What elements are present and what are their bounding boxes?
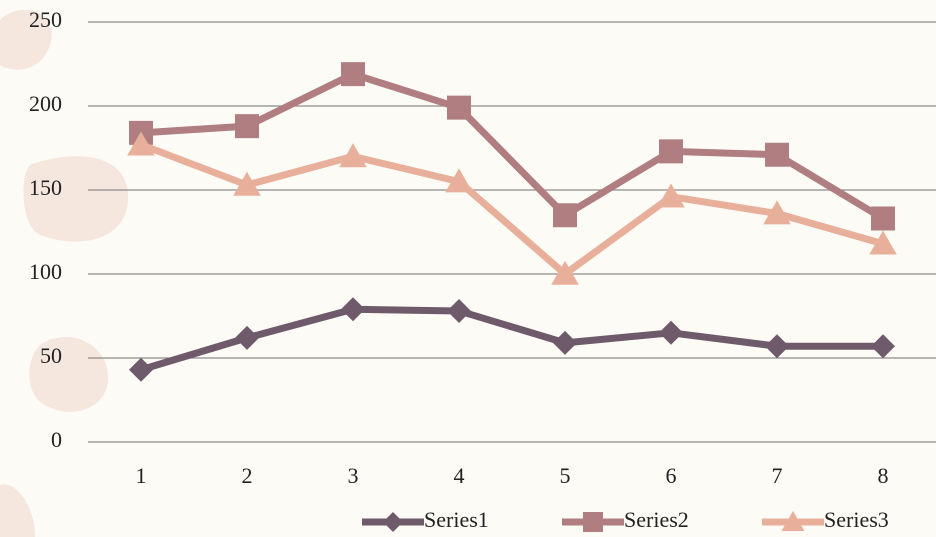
marker bbox=[341, 297, 365, 322]
x-tick-label: 5 bbox=[560, 463, 571, 488]
marker bbox=[235, 325, 259, 350]
x-tick-label: 7 bbox=[772, 463, 783, 488]
x-tick-label: 3 bbox=[348, 463, 359, 488]
x-tick-label: 8 bbox=[878, 463, 889, 488]
marker bbox=[765, 142, 789, 167]
marker bbox=[781, 511, 805, 531]
x-tick-label: 6 bbox=[666, 463, 677, 488]
y-tick-label: 200 bbox=[29, 91, 62, 116]
marker bbox=[553, 203, 577, 228]
marker bbox=[763, 200, 791, 225]
y-tick-label: 100 bbox=[29, 259, 62, 284]
y-tick-label: 50 bbox=[40, 343, 62, 368]
marker bbox=[659, 320, 683, 345]
marker bbox=[383, 512, 403, 532]
marker bbox=[129, 357, 153, 382]
marker bbox=[235, 114, 259, 139]
marker bbox=[339, 143, 367, 168]
marker bbox=[657, 183, 685, 208]
marker bbox=[447, 298, 471, 323]
marker bbox=[765, 334, 789, 359]
marker bbox=[869, 230, 897, 255]
marker bbox=[127, 131, 155, 156]
x-tick-label: 1 bbox=[136, 463, 147, 488]
marker bbox=[447, 95, 471, 120]
x-tick-label: 2 bbox=[242, 463, 253, 488]
series-line bbox=[139, 141, 884, 278]
legend-label: Series2 bbox=[624, 507, 689, 532]
series-line bbox=[139, 305, 883, 374]
legend-label: Series3 bbox=[824, 507, 889, 532]
marker bbox=[871, 334, 895, 359]
x-tick-label: 4 bbox=[454, 463, 465, 488]
decoration bbox=[0, 9, 129, 537]
y-tick-label: 0 bbox=[51, 427, 62, 452]
marker bbox=[233, 171, 261, 196]
marker bbox=[445, 168, 473, 193]
legend-label: Series1 bbox=[424, 507, 489, 532]
marker bbox=[659, 139, 683, 164]
marker bbox=[583, 512, 603, 532]
marker bbox=[551, 260, 579, 285]
marker bbox=[553, 330, 577, 355]
marker bbox=[871, 206, 895, 231]
series-line bbox=[140, 70, 885, 222]
y-tick-label: 150 bbox=[29, 175, 62, 200]
y-tick-label: 250 bbox=[29, 7, 62, 32]
marker bbox=[341, 62, 365, 87]
